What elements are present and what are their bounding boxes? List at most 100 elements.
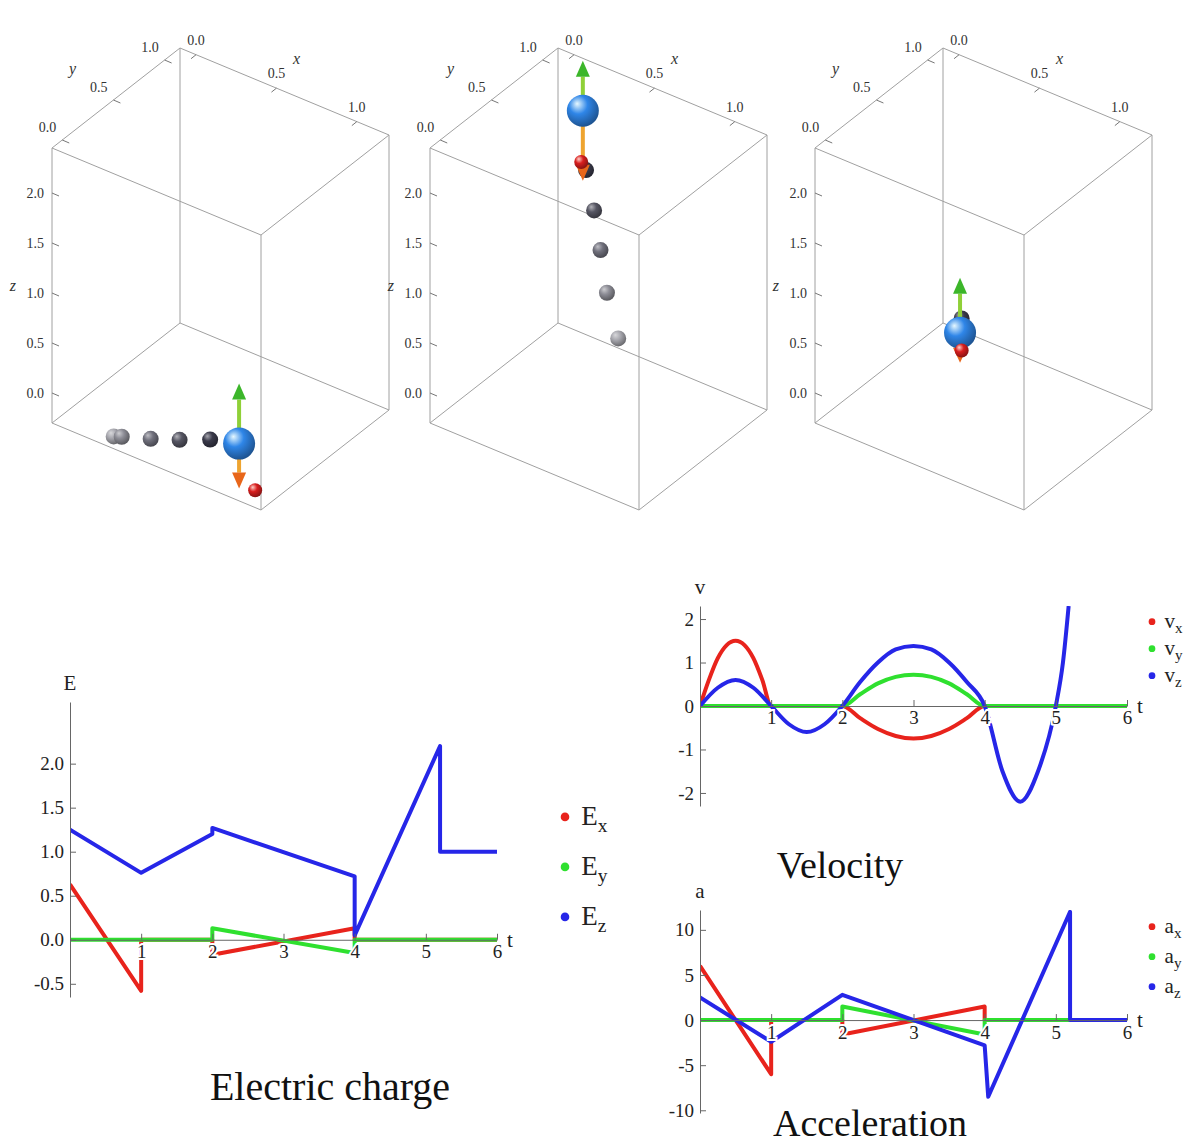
axis-title: z xyxy=(772,277,780,294)
tick: 2 xyxy=(208,934,218,962)
tick-mark xyxy=(70,940,76,941)
tick xyxy=(730,122,735,126)
legend-label: Ex xyxy=(581,801,608,836)
line xyxy=(700,966,1127,1074)
tick: 2 xyxy=(838,1014,848,1042)
legend-marker xyxy=(1149,953,1156,960)
tick xyxy=(430,243,437,246)
trail-point xyxy=(202,432,218,448)
legend-label: vz xyxy=(1165,663,1183,690)
axis-title: E xyxy=(64,671,77,695)
legend-item: az xyxy=(1149,974,1181,1001)
marks xyxy=(106,384,262,498)
tick: 0.5 xyxy=(40,885,76,906)
tick: 1 xyxy=(767,1014,777,1042)
box-edge xyxy=(815,323,943,423)
tick: 2.0 xyxy=(40,753,76,774)
chart-title: Acceleration xyxy=(773,1102,967,1144)
tick-label: 1.0 xyxy=(27,286,45,301)
tick: 4 xyxy=(350,934,360,962)
tick: 1.0 xyxy=(40,841,76,862)
panel-line: 123456-10-50510atAccelerationaxayaz xyxy=(669,879,1182,1144)
tick-label: 0.5 xyxy=(646,66,664,81)
trail-point xyxy=(610,330,626,346)
legend-item: vz xyxy=(1149,663,1182,690)
tick-label: 0.5 xyxy=(853,80,871,95)
box-edge xyxy=(815,48,943,148)
tick: 0.0 xyxy=(40,929,76,950)
legend-label: az xyxy=(1165,974,1181,1001)
tick-label: 0 xyxy=(685,1010,695,1031)
tick xyxy=(430,393,437,396)
panel-line: 123456-2-1012vtVelocityvxvyvz xyxy=(678,575,1183,886)
axes-3d: 0.00.51.01.52.00.00.51.00.00.51.0xyz xyxy=(387,33,744,401)
box-edge xyxy=(943,48,1152,135)
tick-label: 0.0 xyxy=(27,386,45,401)
tick xyxy=(430,293,437,296)
legend-marker xyxy=(1149,618,1156,625)
tick xyxy=(113,100,120,103)
axis-title: x xyxy=(292,50,300,67)
tick: 6 xyxy=(493,934,503,962)
tick-mark xyxy=(985,1014,986,1020)
tick-label: 6 xyxy=(493,941,503,962)
plot-lines xyxy=(70,746,497,991)
legend-label: vy xyxy=(1165,636,1184,663)
tick: -2 xyxy=(678,783,706,804)
tick xyxy=(352,122,357,126)
tick xyxy=(165,60,172,63)
sphere xyxy=(567,95,599,127)
tick-mark xyxy=(700,749,706,750)
line xyxy=(70,746,497,935)
box-edge xyxy=(767,135,768,410)
tick: 1 xyxy=(685,652,707,673)
tick-mark xyxy=(355,934,356,940)
legend-label: vx xyxy=(1165,609,1184,636)
tick xyxy=(569,55,574,59)
box-frame xyxy=(430,48,767,510)
tick-label: 1.0 xyxy=(1111,100,1129,115)
tick-mark xyxy=(700,663,706,664)
tick-label: 1.5 xyxy=(40,797,64,818)
tick-label: 0.5 xyxy=(90,80,108,95)
legend-label: Ez xyxy=(581,901,607,936)
legend-label: ay xyxy=(1165,944,1182,971)
axis-line xyxy=(70,703,71,998)
tick: 1 xyxy=(137,934,147,962)
axes-3d: 0.00.51.01.52.00.00.51.00.00.51.0xyz xyxy=(772,33,1129,401)
box-edge xyxy=(430,48,558,148)
tick-label: -10 xyxy=(669,1100,694,1121)
tick-label: 2.0 xyxy=(790,186,808,201)
panel-line: 123456-0.50.00.51.01.52.0EtElectric char… xyxy=(34,671,608,1109)
tick-label: 2 xyxy=(838,1022,848,1043)
tick-mark xyxy=(141,934,142,940)
legend-marker xyxy=(1149,645,1156,652)
tick-mark xyxy=(1056,1014,1057,1020)
box-edge xyxy=(639,135,767,235)
tick-label: 1.0 xyxy=(141,40,159,55)
axis-title: y xyxy=(445,60,455,78)
legend-marker xyxy=(1149,923,1156,930)
arrow-head xyxy=(953,278,967,294)
legend-item: ay xyxy=(1149,944,1182,971)
tick-mark xyxy=(70,808,76,809)
tick-label: 1 xyxy=(685,652,695,673)
box-edge xyxy=(430,148,431,423)
panel-3d: 0.00.51.01.52.00.00.51.00.00.51.0xyz xyxy=(387,33,767,510)
legend-item: Ex xyxy=(561,801,608,836)
axis-title: y xyxy=(830,60,840,78)
trail-point xyxy=(593,242,609,258)
figure: 0.00.51.01.52.00.00.51.00.00.51.0xyz 0.0 0… xyxy=(0,0,1194,1144)
trail-point xyxy=(143,431,159,447)
legend-marker xyxy=(561,913,570,922)
chart-title: Electric charge xyxy=(210,1064,450,1109)
arrow-head xyxy=(232,384,246,400)
box-edge xyxy=(815,148,1024,235)
tick xyxy=(815,393,822,396)
box-edge xyxy=(1152,135,1153,410)
tick-label: 0.5 xyxy=(27,336,45,351)
tick xyxy=(954,55,959,59)
tick: -5 xyxy=(678,1055,706,1076)
trail-point xyxy=(172,432,188,448)
tick-label: 1.0 xyxy=(348,100,366,115)
